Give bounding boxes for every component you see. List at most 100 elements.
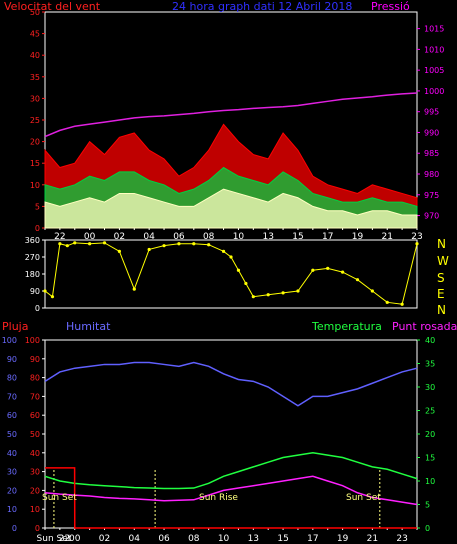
rain-axis-label: 30 xyxy=(7,468,17,477)
wind-left-tick-label: 5 xyxy=(35,202,40,211)
wind-left-tick-label: 30 xyxy=(30,94,40,103)
compass-n-bottom: N xyxy=(437,303,446,317)
climate-x-tick-label: 08 xyxy=(188,534,200,544)
direction-panel-frame xyxy=(44,239,418,309)
pressure-right-tick-label: 1015 xyxy=(424,25,444,34)
compass-s: S xyxy=(437,271,445,285)
temperature-axis-label: 10 xyxy=(425,477,435,486)
wind-left-tick-label: 35 xyxy=(30,73,40,82)
temperature-axis-label: 15 xyxy=(425,454,435,463)
climate-x-tick-label: 19 xyxy=(337,534,349,544)
wind-left-tick-label: 45 xyxy=(30,30,40,39)
rain-axis-label: 70 xyxy=(7,392,17,401)
rain-axis-label: 50 xyxy=(7,430,17,439)
pressure-right-tick-label: 1005 xyxy=(424,66,444,75)
pressure-right-tick-label: 980 xyxy=(424,170,439,179)
pressure-right-tick-label: 1000 xyxy=(424,87,444,96)
direction-line xyxy=(44,242,418,305)
annotation-sun-set-2: Sun Set xyxy=(346,493,381,503)
pressure-right-tick-label: 995 xyxy=(424,108,439,117)
climate-x-tick-label: 02 xyxy=(99,534,110,544)
wind-left-tick-label: 50 xyxy=(30,8,40,17)
temperature-axis-label: 40 xyxy=(425,336,435,345)
legend-temperature: Temperatura xyxy=(312,320,382,333)
rain-axis-label: 0 xyxy=(12,524,17,533)
compass-w: W xyxy=(437,254,449,268)
humidity-axis-label: 40 xyxy=(30,449,40,458)
climate-x-tick-label: 04 xyxy=(129,534,141,544)
dew-point-line xyxy=(44,475,418,506)
climate-x-tick-label: 10 xyxy=(218,534,230,544)
wind-left-tick-label: 10 xyxy=(30,181,40,190)
pressure-right-tick-label: 990 xyxy=(424,128,439,137)
title-pressure: Pressió xyxy=(371,0,410,13)
humidity-line xyxy=(44,361,418,407)
wind-x-tick-label: 08 xyxy=(203,232,215,242)
annotation-sun-rise: Sun Rise xyxy=(199,493,238,503)
wind-left-tick-label: 40 xyxy=(30,51,40,60)
humidity-axis-label: 60 xyxy=(30,411,40,420)
humidity-axis-label: 90 xyxy=(30,355,40,364)
wind-x-tick-label: 23 xyxy=(411,232,422,242)
temperature-line xyxy=(44,452,418,490)
pressure-right-tick-label: 1010 xyxy=(424,45,444,54)
humidity-axis-label: 0 xyxy=(35,524,40,533)
wind-series-2 xyxy=(44,188,418,229)
title-wind-speed: Velocitat del vent xyxy=(4,0,101,13)
temperature-axis-label: 0 xyxy=(425,524,430,533)
rain-axis-label: 10 xyxy=(7,505,17,514)
wind-left-tick-label: 15 xyxy=(30,159,40,168)
rain-axis-label: 100 xyxy=(2,336,17,345)
wind-left-tick-label: 25 xyxy=(30,116,40,125)
pressure-right-tick-label: 975 xyxy=(424,191,439,200)
wind-x-tick-label: 00 xyxy=(84,232,96,242)
direction-tick-label: 90 xyxy=(30,287,40,296)
wind-left-tick-label: 0 xyxy=(35,224,40,233)
humidity-axis-label: 30 xyxy=(30,468,40,477)
humidity-axis-label: 50 xyxy=(30,430,40,439)
wind-x-tick-label: 06 xyxy=(173,232,185,242)
compass-e: E xyxy=(437,287,445,301)
rain-axis-label: 90 xyxy=(7,355,17,364)
humidity-axis-label: 70 xyxy=(30,392,40,401)
humidity-axis-label: 10 xyxy=(30,505,40,514)
pressure-right-tick-label: 970 xyxy=(424,212,439,221)
annotation-sun-set-1: Sun Set xyxy=(42,493,77,503)
pressure-right-tick-label: 985 xyxy=(424,149,439,158)
climate-x-tick-label: 21 xyxy=(367,534,378,544)
temperature-axis-label: 30 xyxy=(425,383,435,392)
wind-x-tick-label: 02 xyxy=(114,232,125,242)
humidity-axis-label: 20 xyxy=(30,486,40,495)
wind-x-tick-label: 15 xyxy=(292,232,303,242)
climate-x-tick-label: 23 xyxy=(396,534,407,544)
rain-line xyxy=(45,467,417,529)
climate-x-tick-label: 00 xyxy=(69,534,81,544)
direction-tick-label: 0 xyxy=(35,304,40,313)
direction-tick-label: 180 xyxy=(25,270,40,279)
climate-x-tick-label: 06 xyxy=(158,534,170,544)
wind-x-tick-label: 17 xyxy=(322,232,333,242)
temperature-axis-label: 20 xyxy=(425,430,435,439)
rain-axis-label: 20 xyxy=(7,486,17,495)
climate-x-tick-label: 13 xyxy=(248,534,259,544)
rain-axis-label: 80 xyxy=(7,374,17,383)
temperature-axis-label: 25 xyxy=(425,407,435,416)
rain-axis-label: 60 xyxy=(7,411,17,420)
direction-tick-label: 360 xyxy=(25,236,40,245)
direction-tick-label: 270 xyxy=(25,253,40,262)
legend-rain: Pluja xyxy=(2,320,29,333)
title-date: 24 hora graph dati 12 Abril 2018 xyxy=(172,0,353,13)
humidity-axis-label: 80 xyxy=(30,374,40,383)
climate-x-tick-label: 22 xyxy=(59,534,70,544)
compass-n-top: N xyxy=(437,237,446,251)
wind-x-tick-label: 22 xyxy=(54,232,65,242)
wind-x-tick-label: 04 xyxy=(143,232,155,242)
legend-humidity: Humitat xyxy=(66,320,111,333)
wind-left-tick-label: 20 xyxy=(30,138,40,147)
wind-x-tick-label: 21 xyxy=(382,232,393,242)
rain-axis-label: 40 xyxy=(7,449,17,458)
wind-x-tick-label: 19 xyxy=(352,232,364,242)
climate-x-tick-label: 17 xyxy=(307,534,318,544)
wind-x-tick-label: 10 xyxy=(233,232,245,242)
